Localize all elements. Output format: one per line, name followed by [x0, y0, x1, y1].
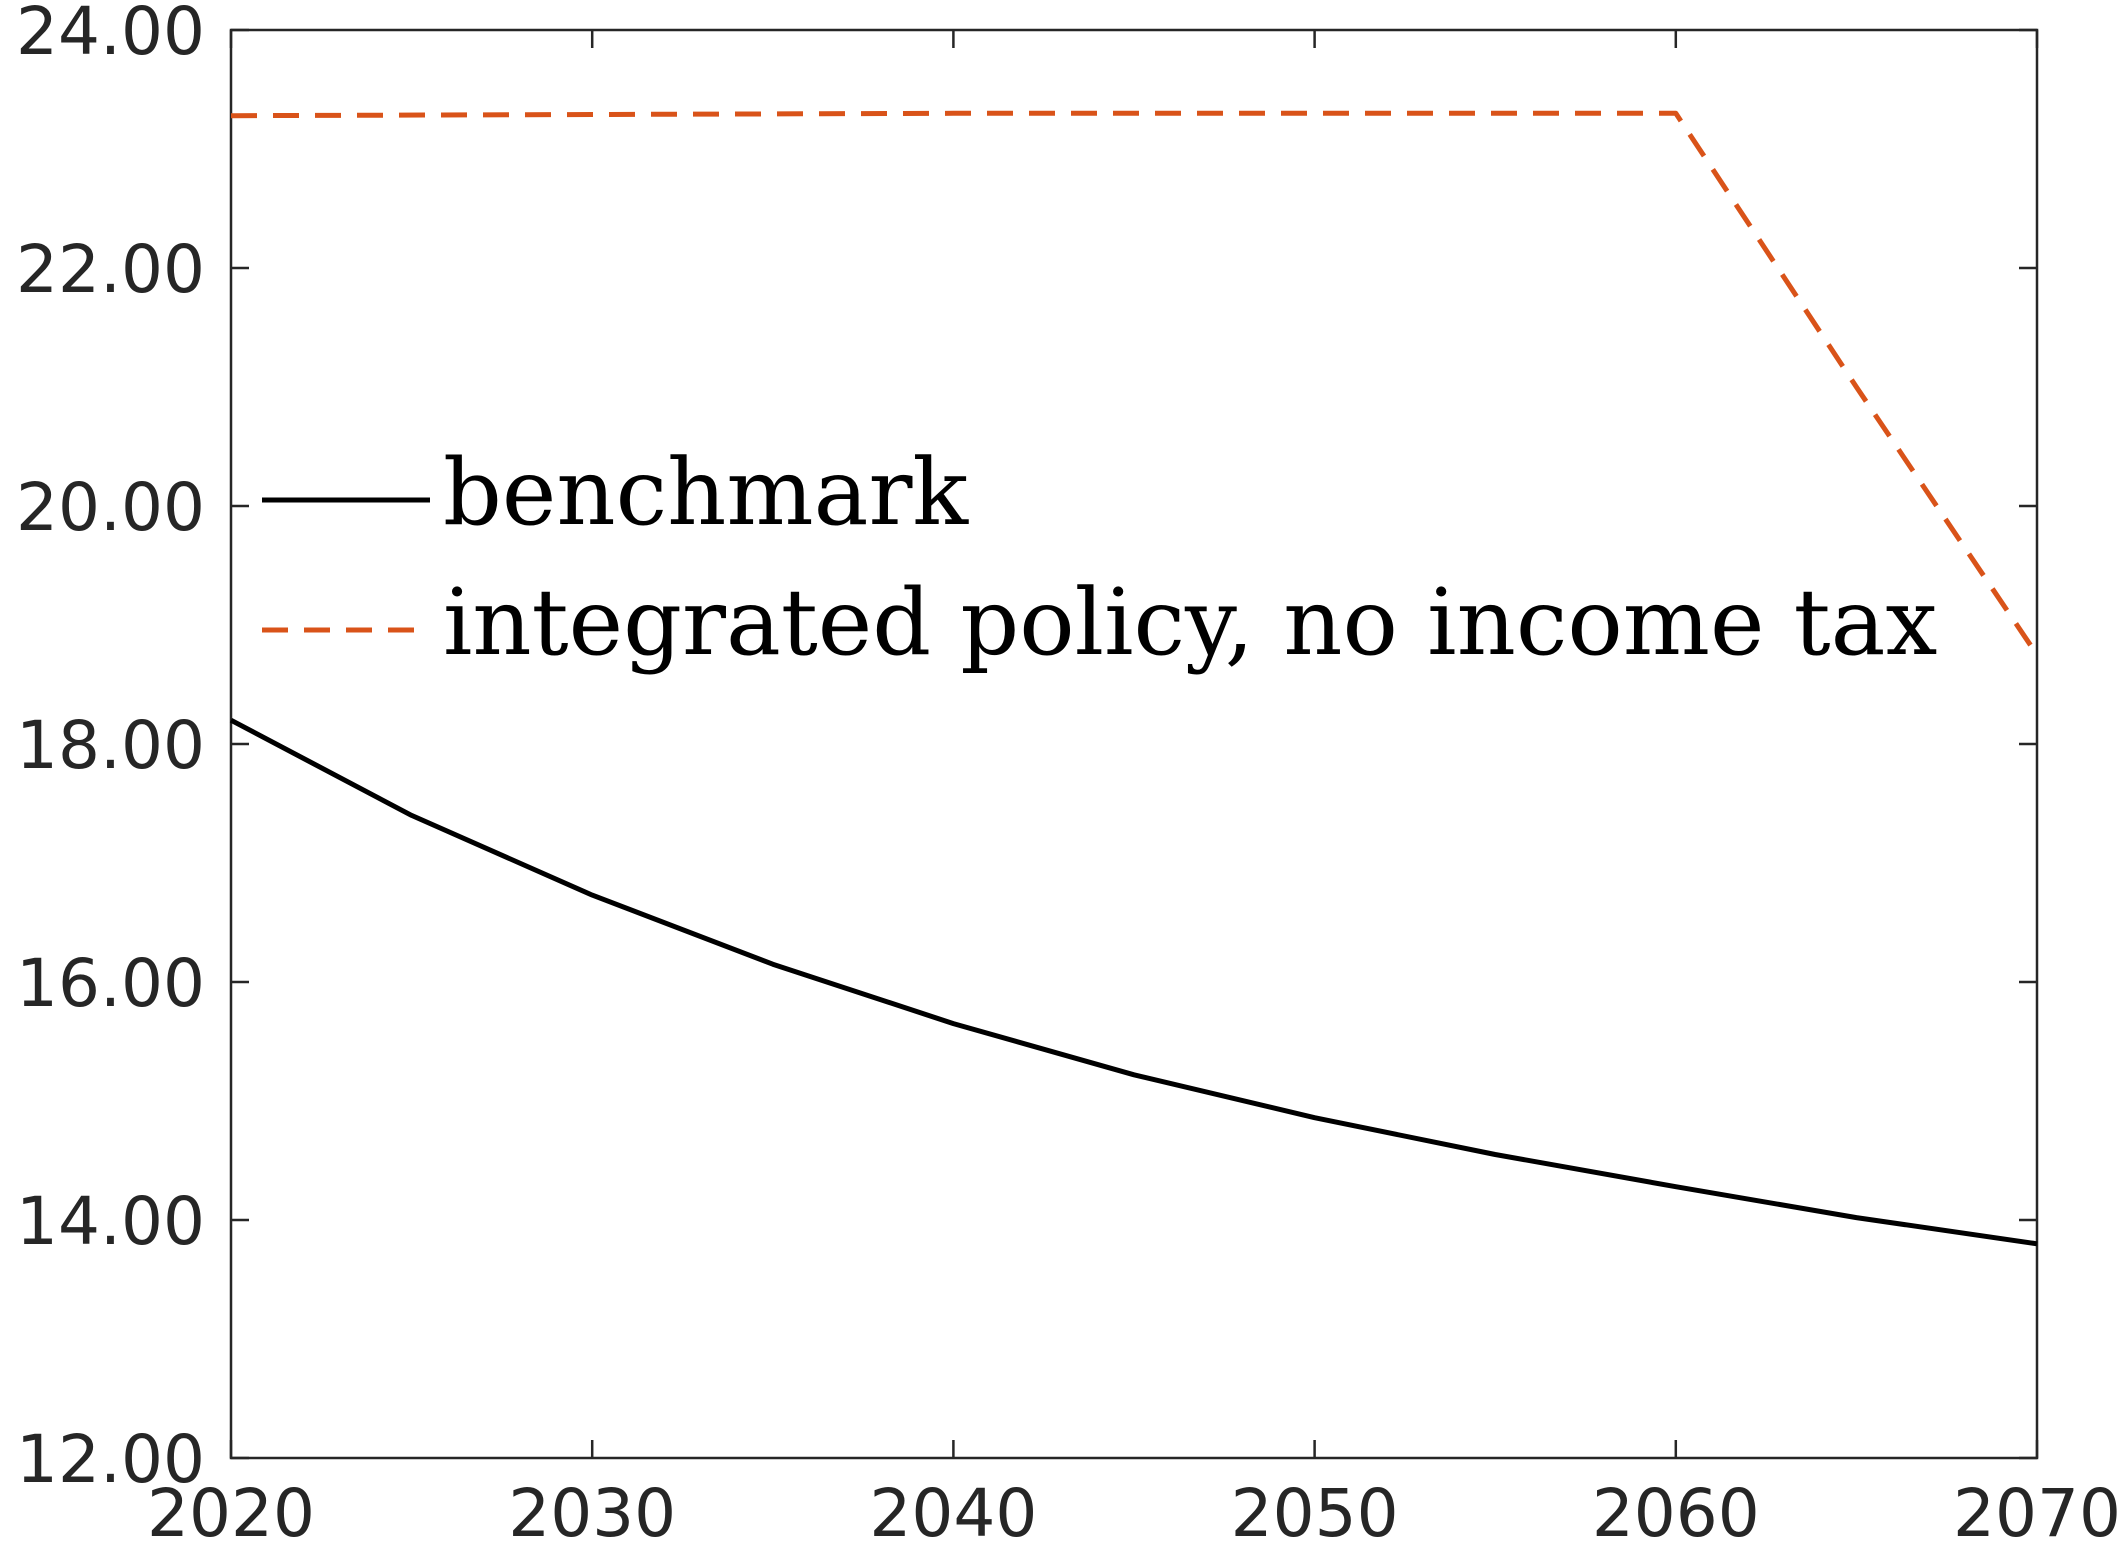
y-tick-label: 12.00 [16, 1421, 205, 1498]
series-lines [229, 110, 2040, 1247]
legend-entry-label: benchmark [443, 439, 969, 546]
x-tick-label: 2020 [147, 1475, 315, 1552]
x-tick-label: 2050 [1231, 1475, 1399, 1552]
series-line-benchmark [229, 717, 2038, 1247]
y-tick-label: 24.00 [16, 0, 205, 70]
x-tick-label: 2070 [1953, 1475, 2121, 1552]
y-tick-label: 14.00 [16, 1183, 205, 1260]
axes: 2020 2030 2040 2050 2060 2070 12.00 14.00 16.00 1… [16, 0, 2121, 1552]
legend-entry-label: integrated policy, no income tax [443, 569, 1937, 676]
y-tick-label: 18.00 [16, 707, 205, 784]
legend: benchmark integrated policy, no income ta… [262, 439, 1937, 676]
y-tick-label: 22.00 [16, 231, 205, 308]
plot-area-frame [229, 28, 2039, 1460]
series-line-integrated-policy [230, 110, 2040, 657]
y-tick-label: 16.00 [16, 945, 205, 1022]
x-tick-label: 2060 [1592, 1475, 1760, 1552]
y-tick-label: 20.00 [16, 469, 205, 546]
x-tick-label: 2040 [869, 1475, 1037, 1552]
x-tick-label: 2030 [508, 1475, 676, 1552]
